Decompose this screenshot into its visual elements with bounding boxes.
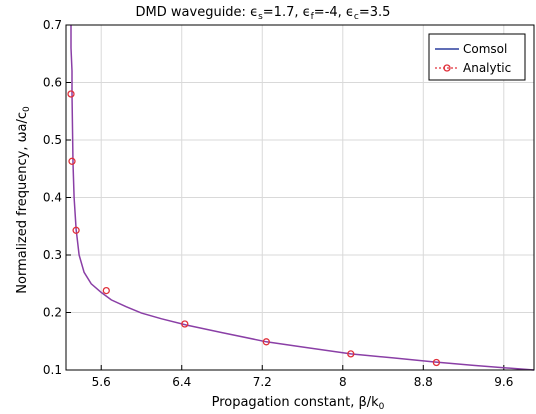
y-tick-label: 0.5 xyxy=(43,133,62,147)
x-axis-label: Propagation constant, β/k0 xyxy=(212,395,385,412)
series-line-comsol xyxy=(70,25,535,371)
chart-title: DMD waveguide: ϵs=1.7, ϵf=-4, ϵc=3.5 xyxy=(136,5,391,22)
analytic-point xyxy=(67,90,75,98)
legend-box xyxy=(428,33,526,81)
analytic-point xyxy=(68,157,76,165)
x-tick-label: 8.8 xyxy=(414,375,433,389)
plot-frame xyxy=(65,24,535,371)
x-axis-ticks: 5.6 6.4 7.2 8 8.8 9.6 xyxy=(92,365,513,389)
analytic-point xyxy=(347,350,355,358)
analytic-point xyxy=(262,338,270,346)
y-axis-label: Normalized frequency, ωa/c0 xyxy=(15,106,32,294)
analytic-point xyxy=(432,358,441,367)
x-tick-label: 7.2 xyxy=(253,375,272,389)
analytic-point xyxy=(102,286,110,295)
analytic-point xyxy=(72,226,80,234)
legend-label: Analytic xyxy=(463,61,511,75)
y-tick-label: 0.4 xyxy=(43,191,62,205)
y-tick-label: 0.6 xyxy=(43,76,62,90)
legend: Comsol Analytic xyxy=(428,33,526,81)
y-tick-label: 0.7 xyxy=(43,18,62,32)
y-axis-ticks: 0.1 0.2 0.3 0.4 0.5 0.6 0.7 xyxy=(43,18,71,377)
legend-marker-analytic xyxy=(443,64,451,72)
x-tick-label: 8 xyxy=(339,375,347,389)
y-tick-label: 0.1 xyxy=(43,363,62,377)
x-tick-label: 9.6 xyxy=(494,375,513,389)
legend-label: Comsol xyxy=(463,42,507,56)
y-tick-label: 0.3 xyxy=(43,248,62,262)
series-layer xyxy=(67,25,535,371)
y-tick-label: 0.2 xyxy=(43,306,62,320)
x-tick-label: 6.4 xyxy=(172,375,191,389)
analytic-point xyxy=(181,320,189,328)
x-tick-label: 5.6 xyxy=(92,375,111,389)
